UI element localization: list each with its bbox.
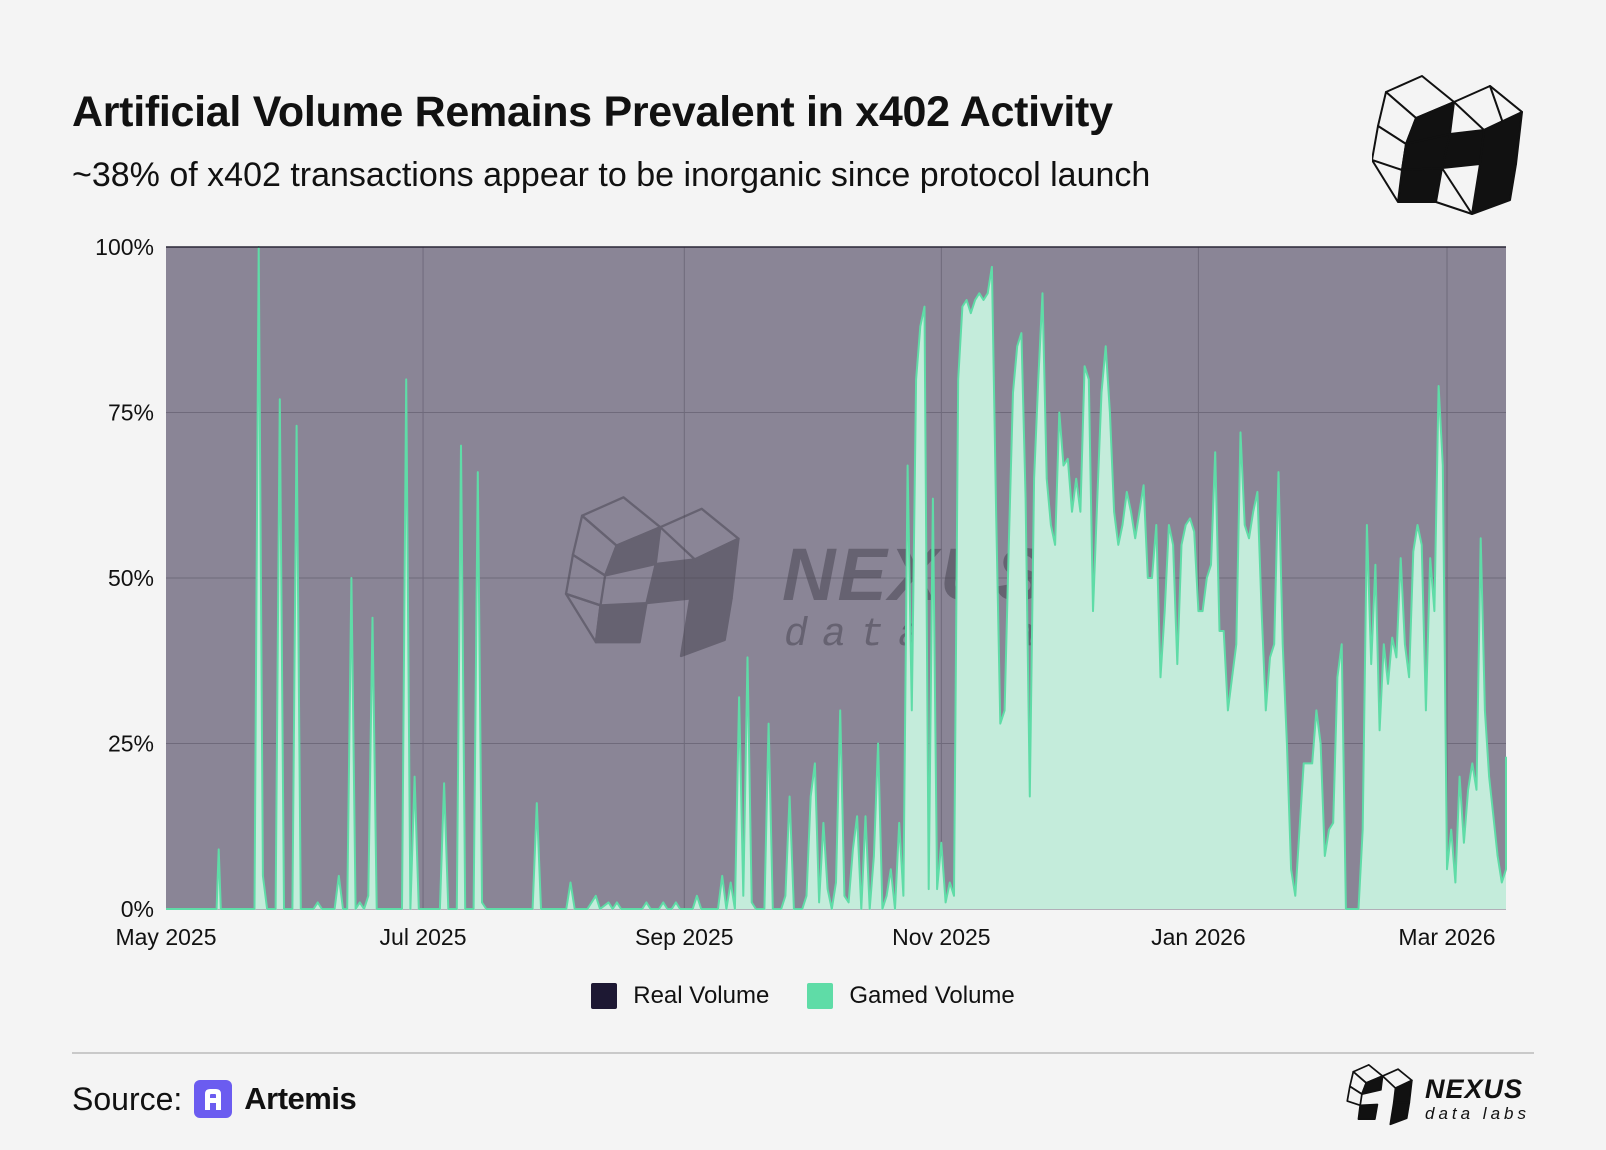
footer-brand-text: NEXUS data labs [1425,1074,1530,1123]
x-tick-label: Mar 2026 [1398,924,1495,950]
source-label: Source: [72,1080,183,1117]
chart-subtitle: ~38% of x402 transactions appear to be i… [72,156,1151,194]
y-tick-label: 25% [108,731,154,757]
gamed-volume-area [166,247,1506,909]
nexus-footer-logo-icon [1346,1064,1413,1126]
y-tick-label: 100% [95,234,154,260]
legend-item-gamed-volume: Gamed Volume [807,982,1015,1010]
legend-swatch-gamed-volume [807,983,834,1009]
x-tick-label: Jan 2026 [1151,924,1246,950]
gamed-volume-line [166,246,1507,910]
chart-legend: Real Volume Gamed Volume [0,982,1606,1010]
x-tick-label: Jul 2025 [380,924,467,950]
legend-label-gamed-volume: Gamed Volume [849,982,1015,1009]
legend-swatch-real-volume [591,983,618,1009]
y-tick-label: 0% [121,896,154,922]
x-tick-label: Nov 2025 [892,924,990,950]
artemis-logo-icon [194,1080,233,1118]
footer-brand-tagline: data labs [1425,1104,1530,1123]
legend-label-real-volume: Real Volume [633,982,770,1009]
x-tick-label: Sep 2025 [635,924,733,950]
nexus-logo-icon [1372,75,1523,215]
legend-item-real-volume: Real Volume [591,982,769,1010]
footer-brand-name: NEXUS [1425,1074,1524,1104]
x-tick-label: May 2025 [115,924,216,950]
y-tick-label: 75% [108,400,154,426]
y-axis-ticks: 0% 25% 50% 75% 100% [95,234,154,922]
x-axis-ticks: May 2025 Jul 2025 Sep 2025 Nov 2025 Jan 2026… [115,924,1495,950]
source-name: Artemis [244,1081,357,1116]
chart-title: Artificial Volume Remains Prevalent in x… [72,88,1113,136]
footer-source: Source: Artemis [72,1080,357,1118]
footer-divider [72,1052,1534,1054]
y-tick-label: 50% [108,565,154,591]
